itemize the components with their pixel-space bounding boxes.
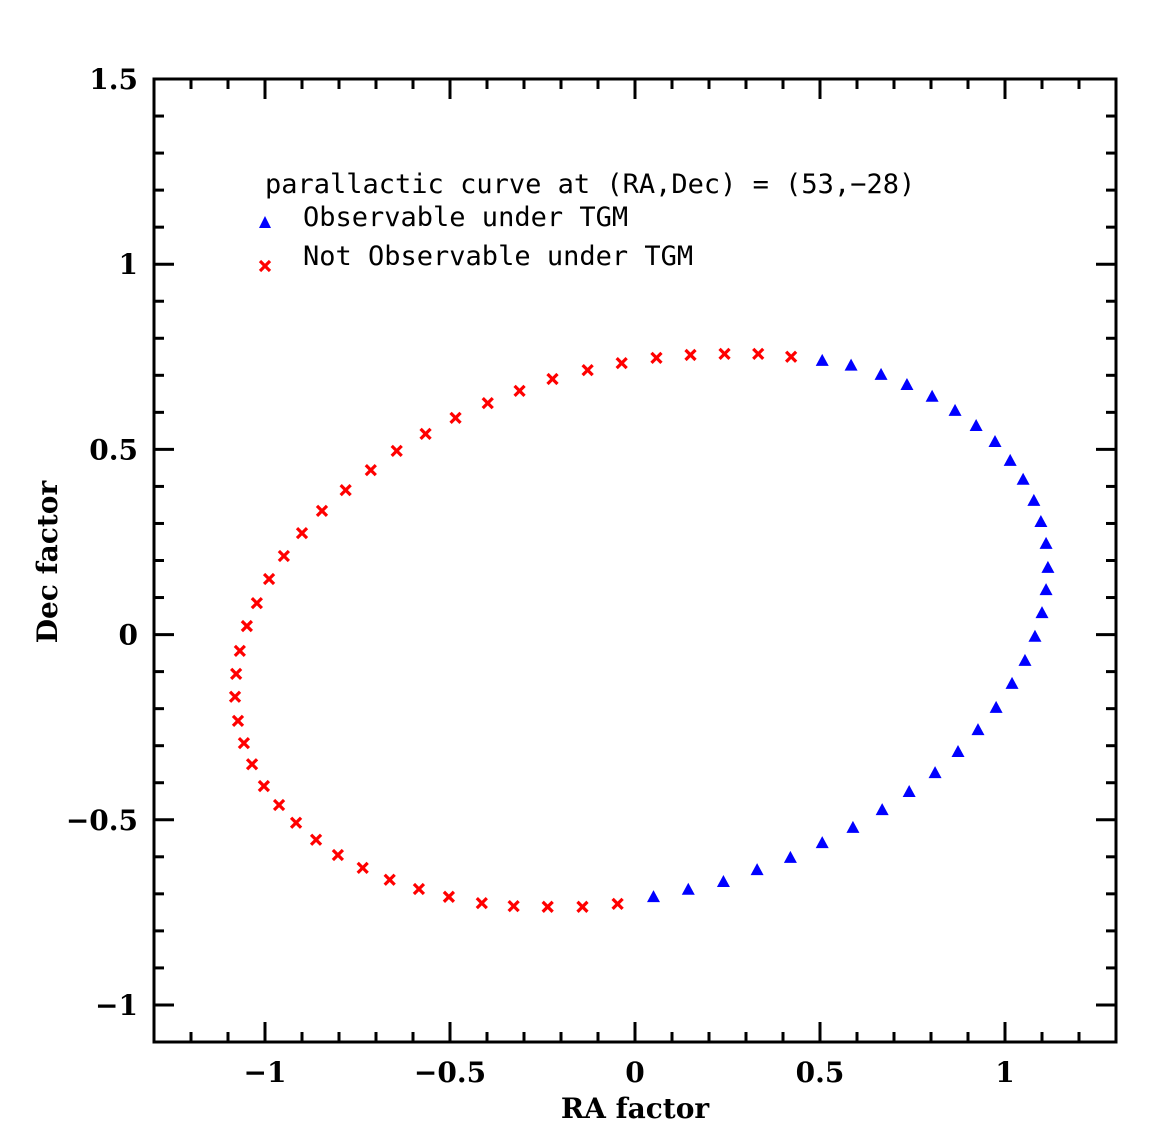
- observable-point: [750, 863, 764, 876]
- not-observable-point: [718, 347, 731, 360]
- x-tick-label: 0.5: [796, 1056, 845, 1089]
- not-observable-point: [449, 411, 462, 425]
- not-observable-point: [331, 848, 345, 862]
- not-observable-point: [541, 900, 554, 913]
- legend-label-not-observable: Not Observable under TGM: [303, 241, 693, 272]
- observable-point: [1027, 493, 1041, 506]
- not-observable-point: [272, 798, 286, 812]
- not-observable-point: [383, 873, 396, 886]
- not-observable-point: [364, 463, 377, 477]
- observable-point: [951, 744, 965, 757]
- not-observable-point: [356, 861, 369, 875]
- observable-point: [875, 803, 889, 816]
- not-observable-point: [262, 572, 276, 586]
- observable-point: [1018, 653, 1032, 666]
- observable-point: [846, 820, 860, 833]
- not-observable-point: [752, 347, 765, 360]
- not-observable-point: [507, 899, 520, 913]
- observable-point: [969, 419, 983, 432]
- x-tick-label: 1: [995, 1056, 1014, 1089]
- not-observable-point: [295, 526, 309, 540]
- legend-triangle-marker-icon: [259, 216, 271, 228]
- observable-point: [1005, 676, 1019, 689]
- not-observable-point: [419, 427, 432, 440]
- x-tick-labels: −1 −0.5 0 0.5 1: [244, 1056, 1015, 1089]
- y-tick-label: 1.5: [89, 63, 138, 96]
- legend-cross-marker-icon: [258, 259, 272, 273]
- not-observable-point: [650, 351, 663, 365]
- observable-point: [1003, 453, 1017, 466]
- observable-point: [1028, 629, 1042, 642]
- observable-point: [925, 389, 939, 402]
- observable-point: [1034, 514, 1048, 527]
- not-observable-point: [339, 483, 352, 497]
- y-tick-label: 0.5: [89, 433, 138, 466]
- observable-point: [1041, 560, 1055, 573]
- observable-point: [971, 723, 985, 736]
- observable-point: [716, 874, 730, 887]
- not-observable-point: [289, 816, 303, 829]
- not-observable-point: [412, 882, 426, 896]
- axis-ticks: [154, 79, 1116, 1042]
- observable-point: [900, 377, 914, 390]
- observable-point: [902, 784, 916, 797]
- x-tick-label: −1: [244, 1056, 287, 1089]
- legend-label-observable: Observable under TGM: [303, 202, 628, 233]
- not-observable-point: [315, 504, 329, 517]
- legend: parallactic curve at (RA,Dec) = (53,−28)…: [258, 169, 915, 273]
- x-tick-label: 0: [625, 1056, 644, 1089]
- y-tick-labels: −1 −0.5 0 0.5 1 1.5: [66, 63, 138, 1022]
- legend-title: parallactic curve at (RA,Dec) = (53,−28): [265, 169, 915, 200]
- not-observable-point: [785, 350, 798, 363]
- not-observable-point: [546, 372, 559, 386]
- not-observable-point: [257, 779, 271, 793]
- data-points: [228, 347, 1055, 913]
- observable-point: [948, 403, 962, 416]
- observable-point: [1039, 583, 1053, 596]
- observable-point: [844, 358, 858, 371]
- plot-frame: [152, 77, 1118, 1044]
- not-observable-point: [230, 667, 243, 680]
- x-tick-label: −0.5: [414, 1056, 486, 1089]
- not-observable-point: [581, 363, 594, 377]
- not-observable-point: [442, 890, 456, 903]
- observable-point: [815, 836, 829, 849]
- not-observable-point: [576, 900, 589, 913]
- not-observable-point: [250, 596, 263, 610]
- y-tick-label: 0: [119, 619, 138, 652]
- observable-point: [1016, 472, 1030, 485]
- observable-point: [647, 890, 660, 903]
- not-observable-point: [475, 896, 488, 910]
- not-observable-point: [513, 384, 526, 397]
- not-observable-point: [481, 396, 494, 410]
- x-axis-title: RA factor: [561, 1092, 711, 1125]
- not-observable-point: [611, 897, 624, 910]
- observable-point: [1035, 606, 1049, 619]
- not-observable-point: [684, 348, 697, 362]
- observable-point: [815, 353, 829, 366]
- y-tick-label: 1: [119, 248, 138, 281]
- not-observable-point: [245, 758, 259, 771]
- not-observable-point: [228, 690, 242, 703]
- not-observable-point: [277, 549, 291, 563]
- observable-point: [874, 367, 888, 380]
- not-observable-point: [309, 833, 323, 846]
- observable-point: [989, 700, 1003, 713]
- observable-point: [988, 434, 1002, 447]
- y-tick-label: −0.5: [66, 804, 138, 837]
- not-observable-point: [615, 356, 628, 370]
- not-observable-point: [233, 644, 246, 658]
- observable-point: [1039, 536, 1053, 549]
- y-tick-label: −1: [95, 989, 138, 1022]
- y-axis-title: Dec factor: [31, 480, 64, 644]
- not-observable-point: [390, 444, 403, 457]
- not-observable-point: [240, 619, 254, 633]
- observable-point: [681, 882, 695, 895]
- observable-point: [783, 850, 797, 863]
- not-observable-point: [231, 714, 245, 728]
- observable-point: [928, 766, 942, 779]
- not-observable-point: [237, 736, 251, 750]
